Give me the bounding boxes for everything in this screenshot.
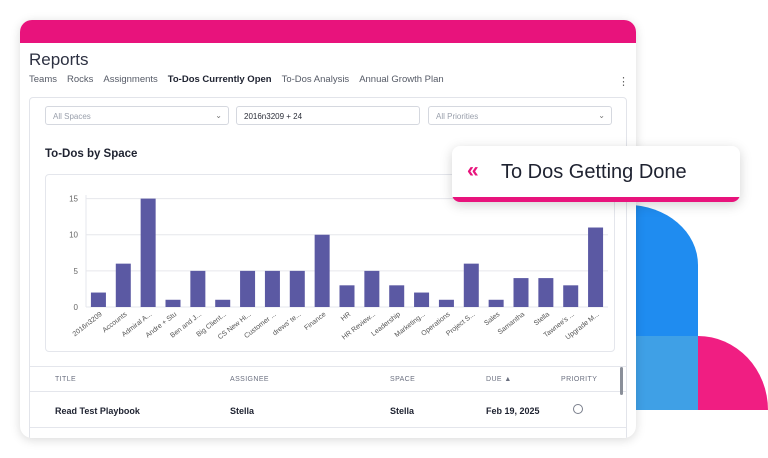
- tab-todos-analysis[interactable]: To-Dos Analysis: [281, 74, 350, 85]
- bar-4[interactable]: [190, 270, 206, 307]
- bar-8[interactable]: [289, 270, 305, 307]
- x-tick-label: Stella: [533, 311, 551, 327]
- column-priority[interactable]: PRIORITY: [561, 376, 598, 383]
- bar-3[interactable]: [165, 299, 181, 307]
- bar-19[interactable]: [563, 285, 579, 307]
- table-header: TITLE ASSIGNEE SPACE DUE ▲ PRIORITY: [30, 366, 626, 392]
- search-field[interactable]: 2016n3209 + 24: [236, 106, 420, 125]
- column-title[interactable]: TITLE: [55, 376, 77, 383]
- report-tabs: Teams Rocks Assignments To-Dos Currently…: [29, 74, 444, 85]
- callout-accent-bar: [452, 197, 740, 202]
- decorative-pink-shape: [698, 336, 768, 410]
- callout-card: « To Dos Getting Done: [452, 146, 740, 202]
- bar-6[interactable]: [240, 270, 256, 307]
- row-space: Stella: [390, 406, 415, 416]
- y-tick-label: 0: [74, 303, 79, 312]
- bar-7[interactable]: [264, 270, 280, 307]
- row-title: Read Test Playbook: [55, 406, 140, 416]
- column-assignee[interactable]: ASSIGNEE: [230, 376, 269, 383]
- x-tick-label: 2016n3209: [72, 311, 104, 338]
- chevron-down-icon: ⌄: [215, 111, 222, 120]
- bar-16[interactable]: [488, 299, 504, 307]
- y-tick-label: 15: [69, 195, 78, 204]
- spaces-select-value: All Spaces: [53, 112, 91, 121]
- bar-5[interactable]: [215, 299, 231, 307]
- table-row[interactable]: Read Test Playbook Stella Stella Feb 19,…: [30, 392, 626, 428]
- spaces-select[interactable]: All Spaces ⌄: [45, 106, 229, 125]
- bar-2[interactable]: [140, 198, 156, 307]
- kebab-icon[interactable]: ⋮: [618, 76, 629, 88]
- priorities-select[interactable]: All Priorities ⌄: [428, 106, 612, 125]
- x-tick-label: HR: [340, 311, 352, 323]
- bar-20[interactable]: [588, 227, 604, 307]
- tab-teams[interactable]: Teams: [29, 74, 57, 85]
- row-due: Feb 19, 2025: [486, 406, 540, 416]
- bar-9[interactable]: [314, 234, 330, 307]
- bar-11[interactable]: [364, 270, 380, 307]
- report-panel: All Spaces ⌄ 2016n3209 + 24 All Prioriti…: [29, 97, 627, 438]
- x-tick-label: Finance: [303, 311, 327, 332]
- y-tick-label: 10: [69, 231, 78, 240]
- bar-14[interactable]: [438, 299, 454, 307]
- row-assignee: Stella: [230, 406, 255, 416]
- priorities-select-value: All Priorities: [436, 112, 479, 121]
- double-chevron-left-icon: «: [467, 159, 479, 182]
- bar-0[interactable]: [90, 292, 106, 307]
- x-tick-label: Sales: [483, 311, 502, 328]
- tab-todos-currently-open[interactable]: To-Dos Currently Open: [167, 74, 272, 85]
- y-tick-label: 5: [74, 267, 79, 276]
- window-top-bar: [20, 20, 636, 43]
- priority-radio[interactable]: [573, 404, 583, 414]
- page-title: Reports: [29, 50, 89, 69]
- section-title: To-Dos by Space: [45, 148, 138, 160]
- x-tick-label: Samantha: [497, 311, 527, 336]
- tab-annual-growth-plan[interactable]: Annual Growth Plan: [359, 74, 444, 85]
- callout-text: To Dos Getting Done: [501, 161, 687, 183]
- column-space[interactable]: SPACE: [390, 376, 416, 383]
- todos-by-space-chart: 0 5 10 15 2016n3209 Accounts Admiral A... Andre…: [45, 174, 615, 352]
- bar-1[interactable]: [115, 263, 131, 307]
- table-scrollbar[interactable]: [620, 367, 623, 395]
- bar-13[interactable]: [414, 292, 430, 307]
- bar-15[interactable]: [463, 263, 479, 307]
- tab-rocks[interactable]: Rocks: [66, 74, 94, 85]
- bar-12[interactable]: [389, 285, 405, 307]
- chevron-down-icon: ⌄: [598, 111, 605, 120]
- reports-window: Reports Teams Rocks Assignments To-Dos C…: [20, 20, 636, 438]
- bar-17[interactable]: [513, 278, 529, 307]
- bar-18[interactable]: [538, 278, 554, 307]
- column-due[interactable]: DUE ▲: [486, 376, 512, 383]
- search-field-value: 2016n3209 + 24: [244, 112, 303, 121]
- bar-10[interactable]: [339, 285, 355, 307]
- tab-assignments[interactable]: Assignments: [103, 74, 158, 85]
